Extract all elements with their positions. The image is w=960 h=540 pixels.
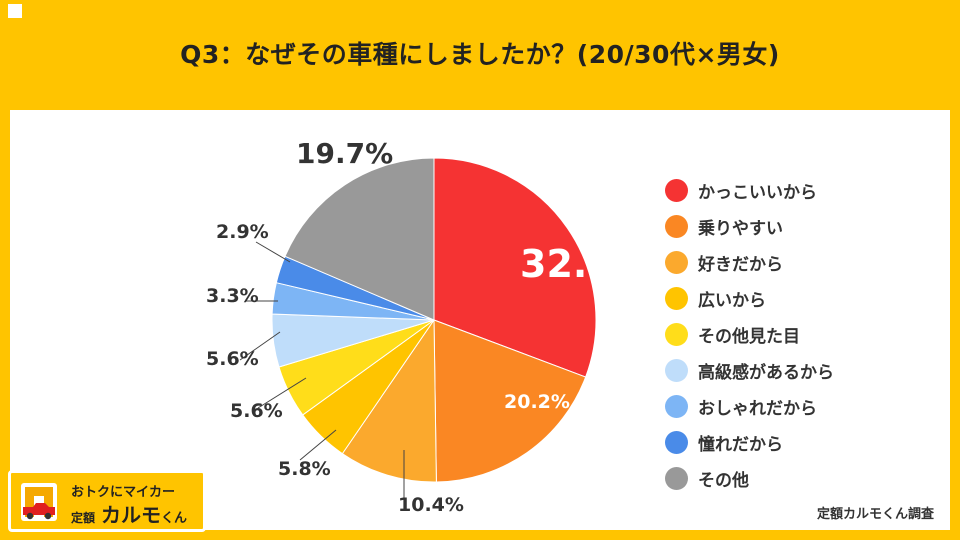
legend-swatch	[665, 430, 688, 454]
leader-line-4	[299, 429, 337, 461]
legend-label: その他	[698, 470, 749, 491]
slice-label-text: 2.9%	[216, 221, 269, 243]
pie-slice-9	[284, 157, 435, 321]
legend-swatch	[665, 250, 688, 274]
logo-wordmark: 定額 カルモくん	[71, 499, 187, 528]
logo-prefix: 定額	[71, 511, 96, 525]
slice-label-text: 5.6%	[206, 348, 259, 370]
legend-item: おしゃれだから	[665, 388, 834, 424]
pie-chart	[239, 157, 597, 502]
slice-label-text: 20.2%	[504, 391, 570, 413]
legend-label: 憧れだから	[698, 434, 783, 455]
slice-label-text: 10.4%	[398, 494, 464, 516]
legend-label: かっこいいから	[698, 182, 817, 203]
legend-swatch	[665, 214, 688, 238]
legend-item: 広いから	[665, 280, 834, 316]
slice-label-8: 2.9%	[216, 221, 269, 243]
slice-label-3: 10.4%	[398, 494, 464, 516]
legend-swatch	[665, 358, 688, 382]
legend-label: 広いから	[698, 290, 766, 311]
legend-swatch	[665, 466, 688, 490]
car-logo-icon	[21, 483, 57, 521]
slice-label-text: 3.3%	[206, 285, 259, 307]
brand-logo: おトクにマイカー 定額 カルモくん	[8, 470, 206, 532]
pie-slice-3	[341, 318, 437, 483]
slice-label-text: 32.6	[520, 242, 614, 286]
slice-label-4: 5.8%	[278, 458, 331, 480]
leader-line-8	[255, 241, 291, 263]
legend-item: 高級感があるから	[665, 352, 834, 388]
legend-swatch	[665, 178, 688, 202]
legend-swatch	[665, 394, 688, 418]
legend-item: 乗りやすい	[665, 208, 834, 244]
leader-line-5	[257, 377, 307, 409]
legend-label: 好きだから	[698, 254, 783, 275]
legend-item: その他見た目	[665, 316, 834, 352]
slice-label-1: 32.6%	[520, 242, 632, 286]
chart-panel: 32.6% 20.2% 10.4% 5.8% 5.6% 5.6% 3.3% 2.9% 19.7%…	[10, 110, 950, 530]
logo-tagline: おトクにマイカー	[71, 485, 176, 500]
logo-name: カルモ	[101, 503, 162, 527]
source-note: 定額カルモくん調査	[816, 507, 934, 522]
chart-title: Q3：なぜその車種にしましたか？(20/30代×男女)	[180, 40, 780, 69]
pie-slice-2	[433, 319, 587, 483]
slice-label-text: 5.8%	[278, 458, 331, 480]
logo-suffix: くん	[161, 511, 188, 526]
slice-label-text: 19.7%	[296, 137, 394, 170]
legend: かっこいいから 乗りやすい好きだから広いからその他見た目高級感があるから おしゃれだ…	[665, 172, 834, 496]
slice-label-2: 20.2%	[504, 391, 570, 413]
legend-item: 憧れだから	[665, 424, 834, 460]
slice-label-text: 5.6%	[230, 400, 283, 422]
slice-label-unit: %	[613, 261, 632, 282]
legend-swatch	[665, 322, 688, 346]
corner-decoration	[8, 4, 22, 18]
pie-slice-1	[433, 157, 597, 378]
legend-item: かっこいいから	[665, 172, 834, 208]
slice-label-7: 3.3%	[206, 285, 259, 307]
legend-label: その他見た目	[698, 326, 800, 347]
legend-item: その他	[665, 460, 834, 496]
slice-label-9: 19.7%	[296, 137, 393, 170]
leader-line-6	[239, 331, 281, 361]
legend-label: 乗りやすい	[698, 218, 783, 239]
legend-label: 高級感があるから	[698, 362, 834, 383]
legend-label: おしゃれだから	[698, 398, 817, 419]
slice-label-6: 5.6%	[206, 348, 259, 370]
legend-item: 好きだから	[665, 244, 834, 280]
slice-label-5: 5.6%	[230, 400, 283, 422]
legend-swatch	[665, 286, 688, 310]
